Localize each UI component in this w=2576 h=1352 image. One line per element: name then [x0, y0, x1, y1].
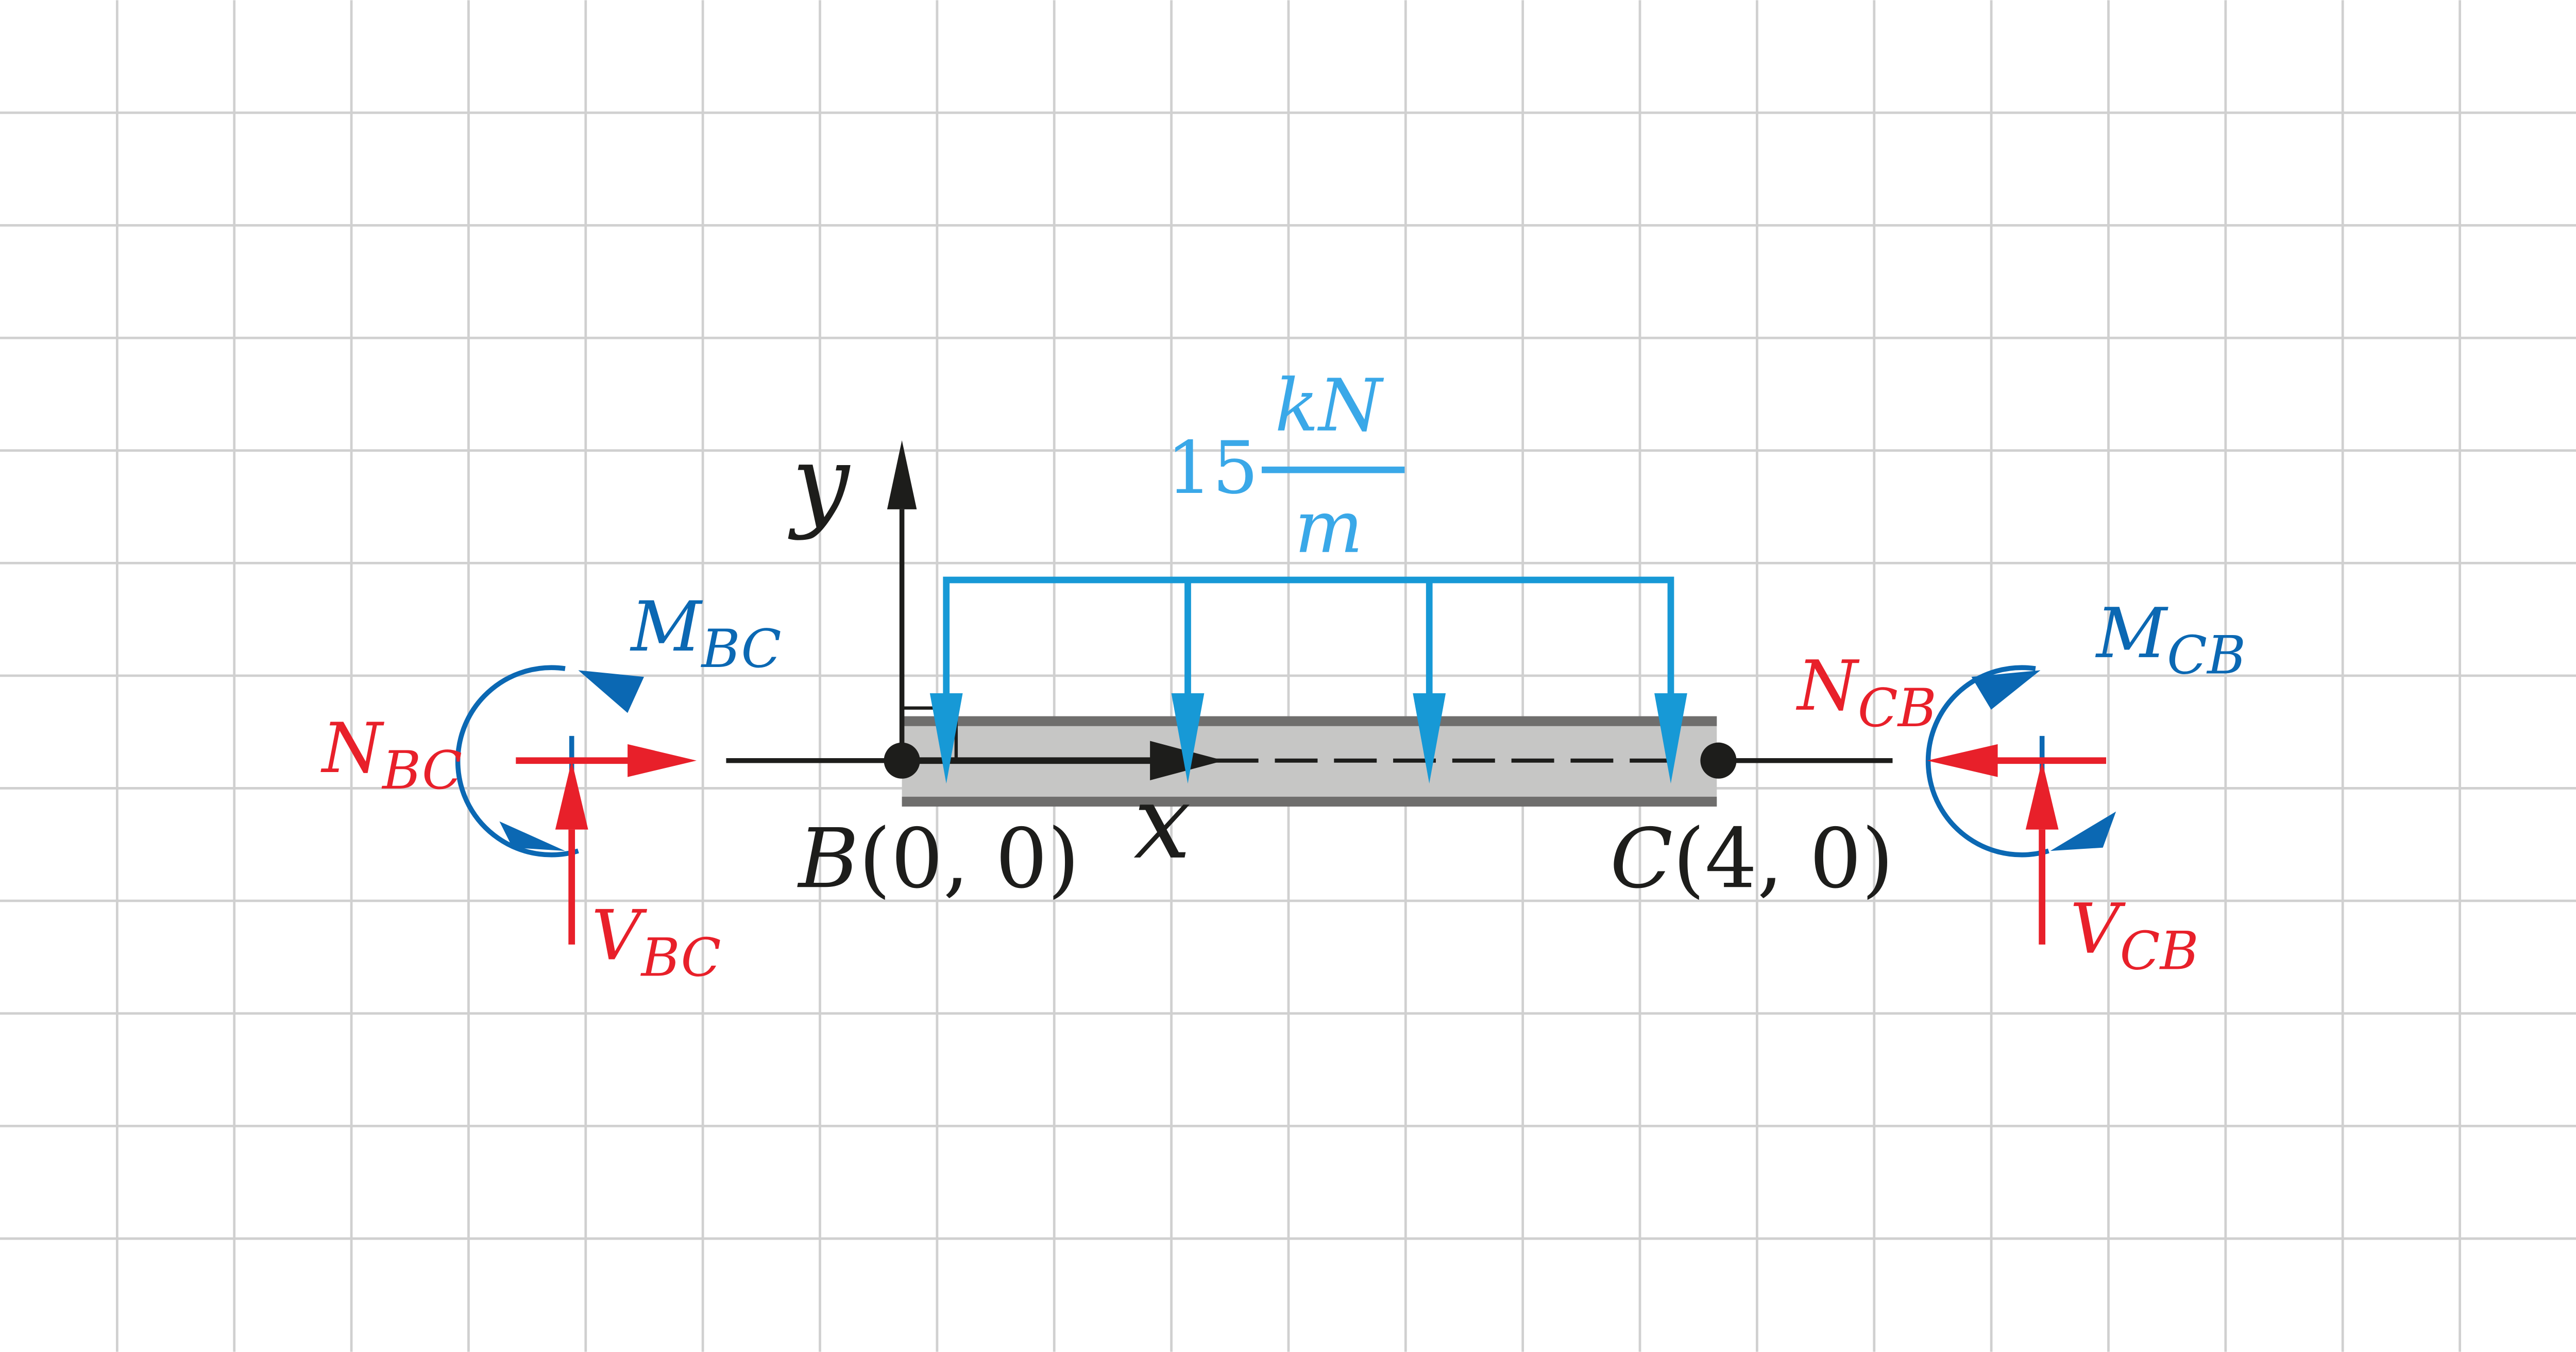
y-axis-label: y	[788, 423, 851, 542]
load-unit-numerator: kN	[1275, 364, 1384, 448]
moment-cb-arrowhead-bottom	[2050, 811, 2116, 851]
shear-cb-label: VCB	[2070, 889, 2199, 982]
x-axis-label: x	[1133, 763, 1191, 882]
normal-bc-label: NBC	[320, 708, 462, 801]
distributed-load	[943, 576, 1674, 707]
right-end-forces: MCB NCB VCB	[1796, 593, 2246, 982]
left-end-forces: MBC NBC VBC	[320, 587, 782, 988]
node-b-label: B(0, 0)	[797, 811, 1080, 906]
moment-cb-arrowhead-top	[1971, 670, 2041, 710]
moment-bc-label: MBC	[629, 587, 781, 680]
node-c-label: C(4, 0)	[1610, 811, 1894, 906]
normal-cb-arrowhead	[1927, 744, 1998, 777]
load-arrowheads	[929, 693, 1687, 784]
shear-bc-arrowhead	[555, 760, 588, 830]
load-unit-denominator: m	[1295, 486, 1363, 570]
node-b	[884, 742, 920, 779]
moment-cb-arc	[1925, 665, 2049, 858]
load-magnitude: 15	[1166, 426, 1259, 510]
normal-bc-arrowhead	[628, 744, 697, 777]
y-axis-arrow	[887, 440, 917, 761]
moment-bc-arc	[455, 665, 579, 858]
moment-bc-arrowhead-top	[578, 670, 644, 713]
moment-cb-label: MCB	[2095, 593, 2246, 687]
normal-cb-label: NCB	[1796, 646, 1937, 739]
node-c	[1700, 742, 1737, 779]
load-label: 15 kN m	[1166, 364, 1405, 570]
shear-bc-label: VBC	[591, 896, 721, 989]
moment-bc-arrowhead-bottom	[499, 821, 565, 851]
shear-cb-arrowhead	[2025, 760, 2059, 830]
